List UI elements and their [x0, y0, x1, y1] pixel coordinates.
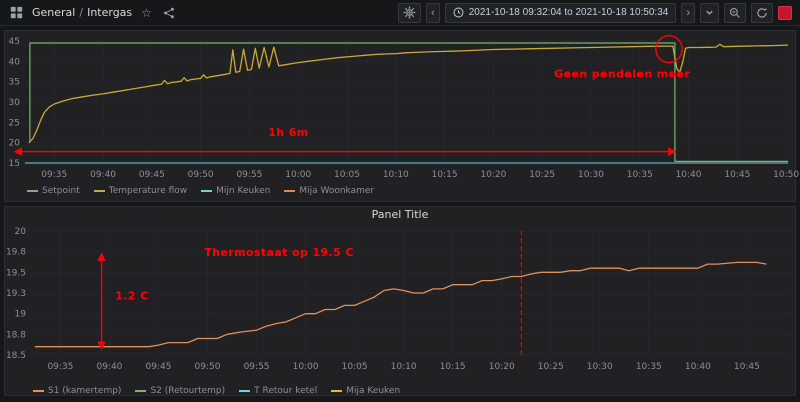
star-icon[interactable]: ☆	[141, 5, 152, 20]
svg-text:09:40: 09:40	[96, 362, 122, 372]
svg-text:20: 20	[15, 227, 27, 237]
legend-item-s2-retourtemp[interactable]: S2 (Retourtemp)	[135, 386, 225, 396]
svg-text:10:35: 10:35	[636, 362, 662, 372]
time-picker-dropdown-button[interactable]	[700, 2, 719, 23]
time-range-label: 2021-10-18 09:32:04 to 2021-10-18 10:50:…	[468, 7, 669, 18]
svg-text:19.8: 19.8	[6, 248, 26, 258]
svg-text:19.3: 19.3	[6, 289, 26, 299]
svg-text:18.5: 18.5	[6, 351, 26, 361]
legend-item-setpoint[interactable]: Setpoint	[27, 186, 80, 196]
svg-text:09:45: 09:45	[139, 170, 165, 180]
svg-text:10:20: 10:20	[489, 362, 515, 372]
svg-text:10:30: 10:30	[578, 170, 604, 180]
svg-text:09:45: 09:45	[146, 362, 172, 372]
clock-icon	[453, 7, 464, 18]
svg-text:10:05: 10:05	[342, 362, 368, 372]
svg-text:10:40: 10:40	[676, 170, 702, 180]
bottom-chart[interactable]: 09:35 09:40 09:45 09:50 09:55 10:00 10:05 10:10…	[5, 223, 795, 381]
refresh-icon	[756, 7, 768, 19]
svg-text:10:15: 10:15	[440, 362, 466, 372]
svg-text:10:10: 10:10	[383, 170, 409, 180]
svg-text:10:50: 10:50	[773, 170, 799, 180]
annotation-text: 1h 6m	[268, 126, 308, 139]
svg-text:09:55: 09:55	[244, 362, 270, 372]
legend-item-temperature-flow[interactable]: Temperature flow	[93, 186, 187, 196]
time-shift-left-button[interactable]: ‹	[426, 2, 440, 23]
chart-canvas[interactable]: 09:35 09:40 09:45 09:50 09:55 10:00 10:05 10:10…	[5, 35, 799, 181]
chevron-left-icon: ‹	[431, 6, 435, 19]
svg-text:15: 15	[9, 159, 20, 169]
share-icon[interactable]	[161, 7, 177, 19]
magnifier-minus-icon	[729, 7, 741, 19]
bottom-chart-legend: S1 (kamertemp) S2 (Retourtemp) T Retour ke…	[5, 381, 795, 398]
svg-text:10:15: 10:15	[432, 170, 458, 180]
breadcrumb-folder[interactable]: General	[32, 6, 76, 19]
breadcrumb-separator: /	[79, 6, 84, 19]
svg-text:20: 20	[9, 139, 21, 149]
chart-canvas[interactable]: 09:35 09:40 09:45 09:50 09:55 10:00 10:05 10:10…	[5, 223, 795, 381]
svg-text:10:40: 10:40	[685, 362, 711, 372]
panel-title[interactable]: Panel Title	[371, 208, 429, 221]
red-status-button[interactable]	[778, 5, 792, 20]
legend-item-mija-keuken[interactable]: Mija Keuken	[331, 386, 400, 396]
chevron-right-icon: ›	[686, 6, 690, 19]
svg-text:10:00: 10:00	[293, 362, 319, 372]
time-range-picker[interactable]: 2021-10-18 09:32:04 to 2021-10-18 10:50:…	[444, 2, 677, 23]
svg-text:45: 45	[9, 37, 20, 47]
svg-text:10:35: 10:35	[627, 170, 653, 180]
annotation-text: 1.2 C	[115, 290, 148, 303]
svg-text:09:50: 09:50	[188, 170, 214, 180]
svg-text:10:30: 10:30	[587, 362, 613, 372]
chevron-down-icon	[705, 8, 714, 17]
top-chart-legend: Setpoint Temperature flow Mijn Keuken Mija …	[5, 181, 795, 198]
svg-text:10:25: 10:25	[538, 362, 564, 372]
annotation-text: Geen pendelen meer	[554, 68, 690, 81]
breadcrumb[interactable]: General / Intergas	[32, 6, 132, 19]
svg-text:09:40: 09:40	[90, 170, 116, 180]
svg-text:10:45: 10:45	[734, 362, 760, 372]
annotation-ellipse	[655, 35, 683, 64]
svg-text:10:05: 10:05	[334, 170, 360, 180]
gear-icon	[403, 6, 416, 19]
legend-item-s1-kamertemp[interactable]: S1 (kamertemp)	[33, 386, 121, 396]
legend-item-t-retour-ketel[interactable]: T Retour ketel	[239, 386, 317, 396]
svg-text:10:20: 10:20	[480, 170, 506, 180]
svg-text:19: 19	[15, 310, 27, 320]
svg-text:25: 25	[9, 118, 20, 128]
time-shift-right-button[interactable]: ›	[681, 2, 695, 23]
svg-text:19.5: 19.5	[6, 268, 26, 278]
dashboards-grid-icon[interactable]	[8, 6, 25, 19]
svg-text:10:25: 10:25	[529, 170, 555, 180]
dashboard-settings-button[interactable]	[398, 2, 422, 23]
svg-text:30: 30	[9, 98, 21, 108]
svg-text:09:55: 09:55	[236, 170, 262, 180]
top-chart[interactable]: 09:35 09:40 09:45 09:50 09:55 10:00 10:05 10:10…	[5, 35, 799, 181]
svg-text:10:10: 10:10	[391, 362, 417, 372]
breadcrumb-title[interactable]: Intergas	[87, 6, 133, 19]
svg-text:09:50: 09:50	[195, 362, 221, 372]
panel-room-temperature: Panel Title 09:35 09:40 09:45 09:50 09:55 10:…	[4, 206, 796, 396]
annotation-text: Thermostaat op 19.5 C	[204, 246, 354, 259]
svg-text:18.8: 18.8	[6, 330, 26, 340]
svg-text:09:35: 09:35	[47, 362, 73, 372]
svg-text:40: 40	[9, 57, 21, 67]
legend-item-mija-woonkamer[interactable]: Mija Woonkamer	[284, 186, 374, 196]
svg-text:35: 35	[9, 78, 20, 88]
svg-text:10:45: 10:45	[724, 170, 750, 180]
zoom-out-button[interactable]	[724, 2, 746, 23]
top-nav: General / Intergas ☆	[0, 0, 800, 26]
svg-text:10:00: 10:00	[285, 170, 311, 180]
legend-item-mijn-keuken[interactable]: Mijn Keuken	[201, 186, 270, 196]
svg-text:09:35: 09:35	[41, 170, 67, 180]
series-temperature-flow	[28, 43, 789, 144]
series-setpoint	[29, 42, 789, 163]
refresh-button[interactable]	[751, 2, 773, 23]
panel-temperature-flow: 09:35 09:40 09:45 09:50 09:55 10:00 10:05 10:10…	[4, 30, 799, 202]
series-s1-kamertemp	[34, 261, 767, 348]
